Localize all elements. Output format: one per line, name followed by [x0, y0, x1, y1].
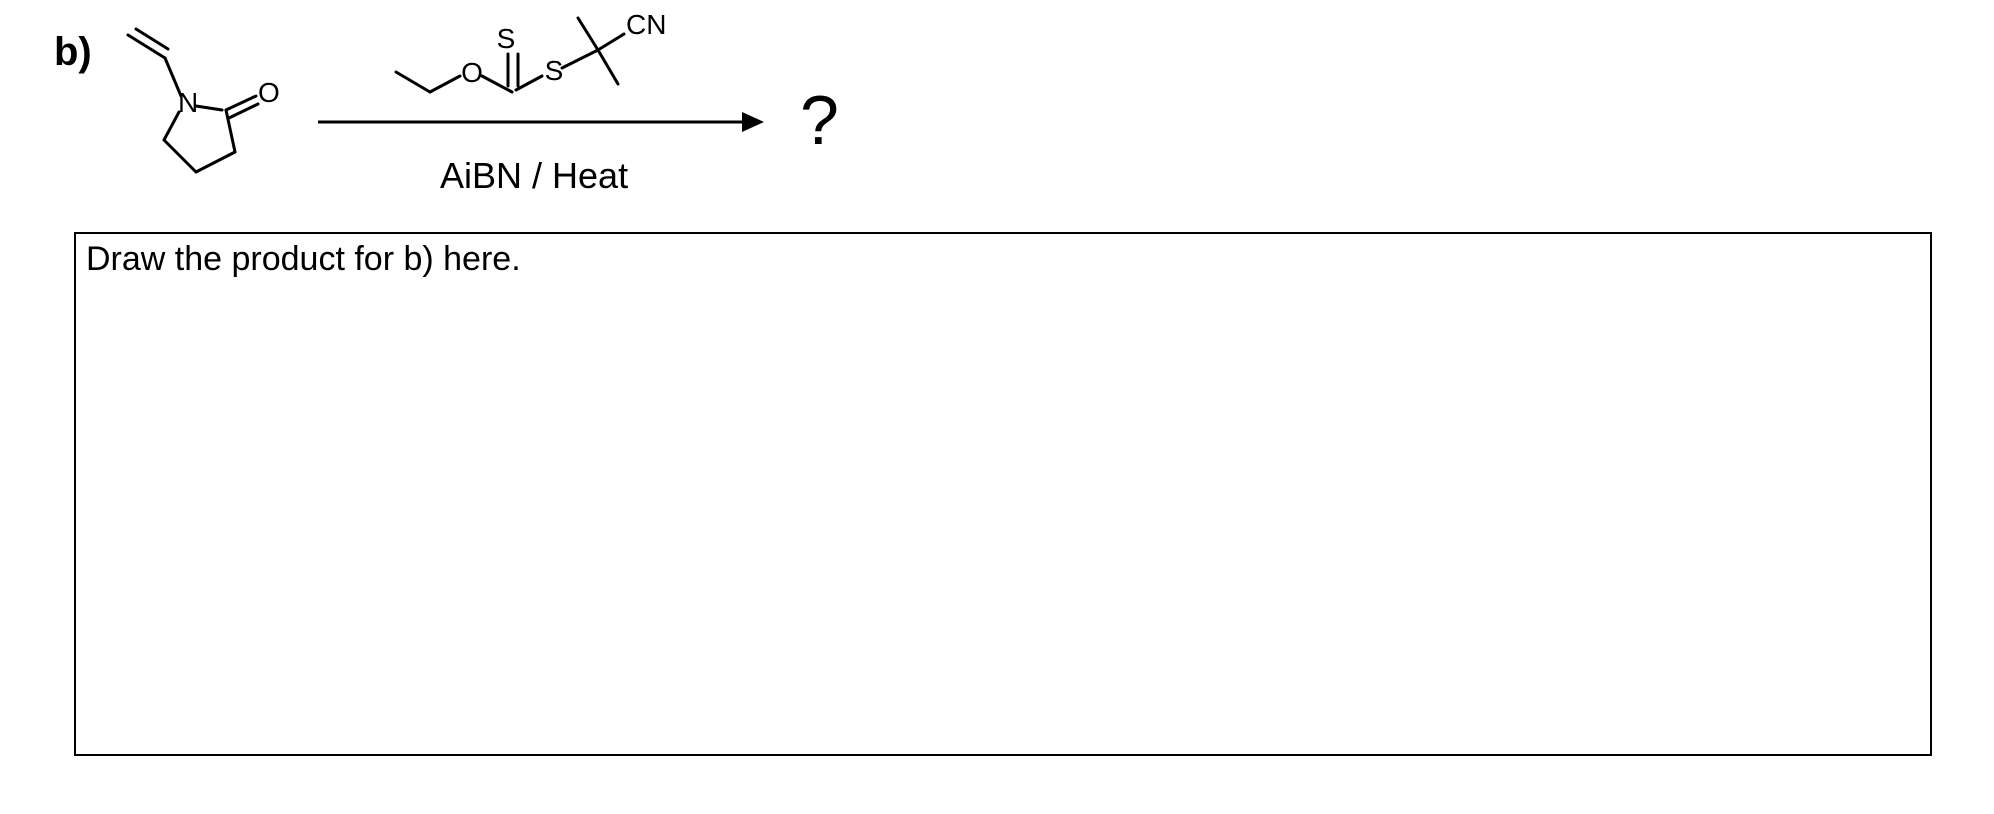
answer-box-label: Draw the product for b) here. [86, 240, 521, 279]
product-placeholder: ? [800, 80, 839, 160]
page: b) N O [0, 0, 1994, 814]
atom-label-s-thione: S [497, 23, 516, 54]
answer-box[interactable]: Draw the product for b) here. [74, 232, 1932, 756]
atom-label-o-reagent: O [461, 57, 483, 88]
reaction-conditions: AiBN / Heat [440, 155, 628, 197]
atom-label-cn: CN [626, 9, 666, 40]
atom-label-s-bridge: S [545, 55, 564, 86]
reagent-structure: S O S CN [0, 0, 1994, 230]
